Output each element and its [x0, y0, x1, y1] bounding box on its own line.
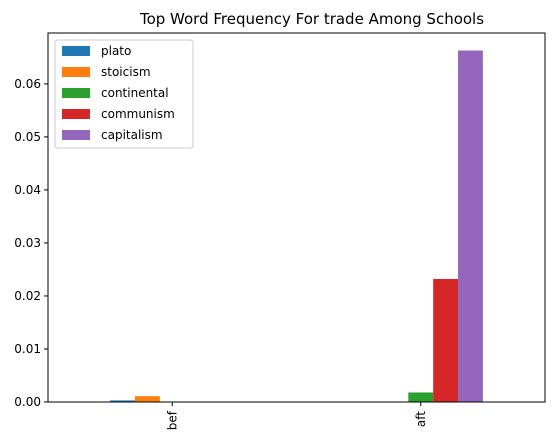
- legend: plato stoicism continental communism capital…: [54, 39, 194, 149]
- plot-frame: [47, 32, 546, 403]
- legend-swatch-capitalism: [62, 130, 90, 140]
- y-tick-label: 0.05: [14, 130, 41, 144]
- plot-area: [47, 32, 546, 403]
- y-tick-label: 0.01: [14, 342, 41, 356]
- x-axis: bef aft: [165, 402, 428, 430]
- y-tick-label: 0.04: [14, 183, 41, 197]
- bar-stoicism-bef: [134, 396, 160, 402]
- legend-swatch-continental: [62, 88, 90, 98]
- chart-title: Top Word Frequency For trade Among Schoo…: [139, 10, 484, 28]
- y-tick-label: 0.03: [14, 236, 41, 250]
- legend-swatch-communism: [62, 109, 90, 119]
- bar-continental-aft: [408, 392, 434, 402]
- y-tick-label: 0.02: [14, 289, 41, 303]
- y-tick-label: 0.00: [14, 395, 41, 409]
- legend-label-plato: plato: [101, 44, 131, 58]
- legend-swatch-stoicism: [62, 67, 90, 77]
- x-tick-label-aft: aft: [414, 411, 428, 427]
- legend-swatch-plato: [62, 46, 90, 56]
- legend-label-capitalism: capitalism: [101, 128, 163, 142]
- bar-communism-aft: [433, 279, 459, 402]
- bar-capitalism-aft: [458, 50, 483, 402]
- y-tick-label: 0.06: [14, 77, 41, 91]
- legend-label-continental: continental: [101, 86, 169, 100]
- y-axis: 0.00 0.01 0.02 0.03 0.04 0.05 0.06: [14, 77, 48, 409]
- legend-label-stoicism: stoicism: [101, 65, 151, 79]
- x-tick-label-bef: bef: [165, 410, 179, 430]
- legend-label-communism: communism: [101, 107, 175, 121]
- bar-plato-bef: [110, 400, 135, 402]
